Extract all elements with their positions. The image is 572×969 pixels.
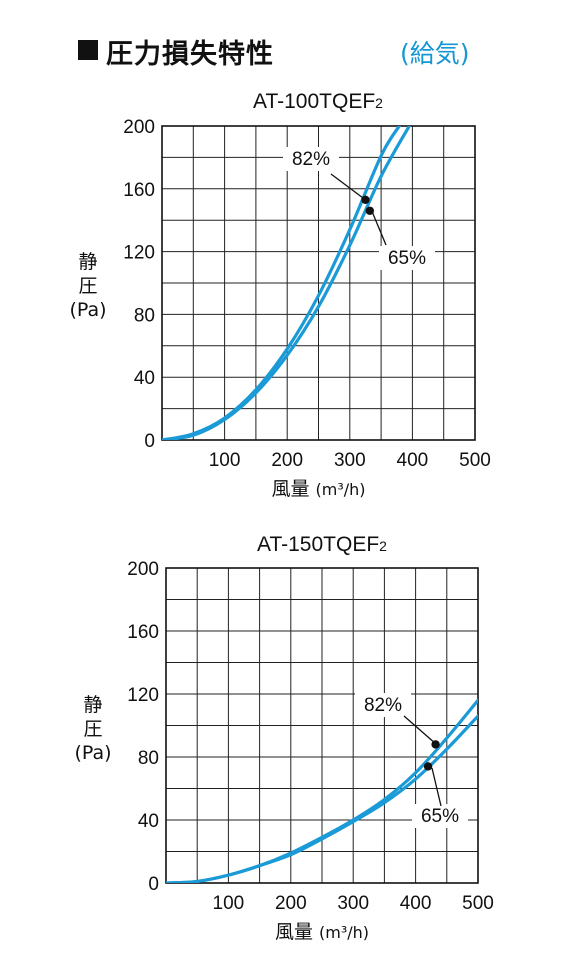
y-axis-label-line: (Pa) — [74, 742, 111, 764]
series-label-leader — [431, 767, 442, 807]
series-label-background — [355, 693, 411, 717]
series-label-leader — [370, 208, 387, 246]
series-label-background — [379, 246, 435, 270]
page-header: 圧力損失特性 (給気) — [0, 0, 572, 90]
chart-at-100tqef2: 0 40 80 120 160 200 100 200 300 400 500 AT-100TQEF2… — [69, 90, 491, 500]
series-label: 82% — [292, 149, 330, 170]
x-tick-label: 200 — [271, 450, 303, 471]
x-axis-label: 風量 (m³/h) — [271, 478, 365, 500]
chart-title: AT-150TQEF2 — [257, 533, 387, 556]
y-axis-label-line: 静 — [83, 694, 102, 716]
series-marker-dot — [431, 740, 440, 749]
y-tick-label: 160 — [123, 180, 155, 201]
y-axis-label-line: 圧 — [78, 275, 97, 297]
series-line — [162, 126, 411, 440]
chart-title-subscript: 2 — [375, 95, 383, 111]
x-axis-label-main: 風量 — [271, 478, 315, 500]
y-tick-label: 200 — [127, 559, 159, 580]
x-tick-label: 300 — [334, 450, 366, 471]
x-tick-label: 100 — [213, 893, 245, 914]
y-tick-label: 120 — [123, 243, 155, 264]
y-tick-label: 40 — [138, 811, 159, 832]
x-tick-label: 500 — [462, 893, 494, 914]
series-label: 65% — [388, 248, 426, 269]
y-axis-label-line: 静 — [78, 251, 97, 273]
series-marker-dot — [361, 195, 370, 204]
plot-frame — [161, 125, 476, 441]
chart-title: AT-100TQEF2 — [253, 90, 383, 113]
x-axis-label: 風量 (m³/h) — [275, 921, 369, 943]
series-label-leader — [403, 715, 437, 745]
x-axis-label-unit: (m³/h) — [316, 480, 366, 499]
y-tick-label: 80 — [138, 748, 159, 769]
y-axis-label-line: (Pa) — [69, 299, 106, 321]
series-label: 65% — [421, 806, 459, 827]
series-label-background — [283, 147, 339, 171]
chart-title-subscript: 2 — [379, 538, 387, 554]
supply-air-note: (給気) — [400, 39, 470, 68]
y-tick-label: 0 — [144, 431, 155, 452]
x-axis-label-unit: (m³/h) — [319, 923, 369, 942]
page-title: 圧力損失特性 — [106, 39, 274, 70]
y-tick-label: 0 — [148, 874, 159, 895]
chart-title-main: AT-150TQEF — [257, 533, 379, 556]
series-label-background — [412, 804, 468, 828]
curves-group — [162, 126, 411, 440]
curves-group — [166, 698, 478, 883]
x-axis-label-main: 風量 — [275, 921, 319, 943]
x-tick-label: 100 — [209, 450, 241, 471]
chart-at-150tqef2: 0 40 80 120 160 200 100 200 300 400 500 AT-150TQEF2… — [74, 533, 494, 943]
series-marker-dot — [423, 762, 433, 771]
x-tick-label: 200 — [275, 893, 307, 914]
series-line — [166, 714, 478, 883]
x-tick-label: 400 — [400, 893, 432, 914]
series-label-leader — [330, 173, 364, 199]
x-tick-label: 500 — [459, 450, 491, 471]
chart-title-main: AT-100TQEF — [253, 90, 375, 113]
y-tick-label: 80 — [134, 305, 155, 326]
y-tick-label: 200 — [123, 117, 155, 138]
y-tick-label: 120 — [127, 685, 159, 706]
x-tick-label: 400 — [397, 450, 429, 471]
plot-frame — [165, 567, 479, 884]
x-tick-label: 300 — [337, 893, 369, 914]
y-tick-label: 40 — [134, 368, 155, 389]
square-bullet-icon — [78, 40, 98, 60]
y-tick-label: 160 — [127, 622, 159, 643]
series-marker-dot — [365, 206, 375, 215]
series-label: 82% — [364, 695, 402, 716]
y-axis-label-line: 圧 — [83, 718, 102, 740]
